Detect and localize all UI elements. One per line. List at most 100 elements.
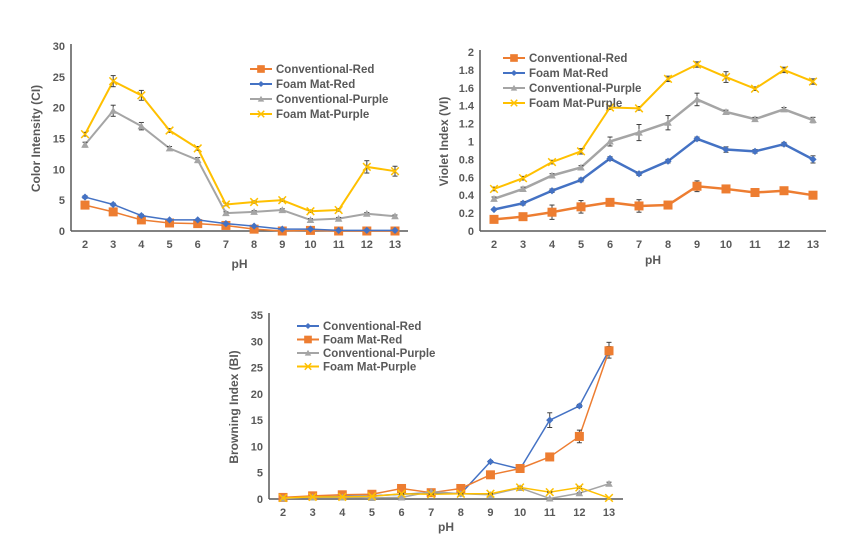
legend-item: Foam Mat-Red [503, 68, 608, 80]
legend-label: Conventional-Purple [529, 83, 641, 95]
data-point [81, 140, 89, 148]
x-tick-label: 7 [223, 239, 229, 251]
data-point [546, 416, 554, 424]
data-point [456, 489, 466, 499]
data-point [606, 154, 614, 163]
data-point [722, 145, 730, 154]
data-point [519, 185, 527, 192]
series-foam-mat-purple [278, 483, 614, 503]
data-point [635, 128, 643, 136]
legend-marker [304, 335, 312, 344]
data-point [108, 76, 118, 86]
data-point [222, 220, 230, 228]
data-point [391, 212, 399, 220]
data-point [663, 200, 673, 210]
data-point [605, 103, 615, 112]
x-tick-label: 4 [339, 507, 346, 519]
y-tick-label: 15 [251, 415, 263, 427]
x-tick-label: 5 [578, 239, 584, 251]
data-point [721, 72, 731, 82]
data-point [306, 206, 315, 216]
x-tick-label: 8 [458, 507, 464, 519]
x-tick-label: 2 [280, 507, 286, 519]
x-tick-label: 10 [304, 239, 316, 251]
y-tick-label: 25 [251, 363, 263, 375]
legend-item: Conventional-Purple [503, 83, 641, 95]
data-point [80, 200, 90, 210]
legend-label: Conventional-Red [323, 321, 421, 333]
legend-label: Conventional-Purple [276, 94, 388, 106]
legend-item: Foam Mat-Purple [250, 109, 369, 121]
data-point [635, 170, 643, 178]
data-point [221, 200, 231, 209]
y-tick-label: 2 [468, 47, 474, 59]
x-tick-label: 5 [166, 239, 172, 251]
data-point [81, 193, 89, 201]
legend: Conventional-Red Foam Mat-Red Conventional… [503, 53, 641, 110]
data-point [490, 205, 498, 214]
series-foam-mat-red [490, 135, 817, 214]
legend-item: Foam Mat-Red [297, 335, 402, 347]
data-point [426, 489, 436, 499]
y-axis-title: Color Intensity (CI) [29, 85, 43, 192]
data-point [397, 483, 407, 493]
y-axis-title: Violet Index (VI) [437, 97, 451, 187]
data-point [490, 194, 498, 202]
data-point [809, 116, 817, 124]
data-point [515, 464, 525, 474]
data-point [577, 176, 585, 184]
data-point [278, 225, 286, 233]
data-point [486, 489, 495, 499]
y-tick-label: 20 [53, 103, 65, 115]
legend-marker [510, 69, 518, 77]
legend-marker [510, 99, 518, 107]
data-point [306, 225, 315, 233]
data-point [334, 205, 343, 215]
x-tick-label: 4 [138, 239, 145, 251]
data-point [809, 155, 817, 163]
data-point [334, 214, 343, 222]
series-conventional-purple [490, 92, 817, 202]
series-line [493, 63, 814, 190]
x-tick-label: 5 [369, 507, 375, 519]
data-point [515, 483, 525, 492]
x-tick-label: 3 [520, 239, 526, 251]
series-foam-mat-purple [489, 60, 818, 194]
data-point [545, 494, 554, 502]
y-tick-label: 1.8 [459, 65, 474, 77]
data-point [808, 190, 818, 200]
legend: Conventional-Red Foam Mat-Red Conventional… [250, 64, 388, 121]
y-tick-label: 0 [257, 494, 263, 506]
chart-browning-index: 0 5 10 15 20 25 30 35 2 3 4 5 6 7 8 9 10 11 12 13 pH Browning… [227, 310, 623, 534]
data-point [108, 207, 118, 217]
data-point [397, 489, 406, 499]
legend-marker [510, 84, 518, 91]
data-point [194, 216, 202, 224]
data-point [751, 115, 759, 123]
x-tick-label: 6 [607, 239, 613, 251]
data-point [193, 156, 202, 164]
x-tick-label: 11 [749, 239, 761, 251]
data-point [605, 197, 615, 207]
x-tick-label: 12 [778, 239, 790, 251]
x-tick-label: 11 [333, 239, 345, 251]
legend-label: Conventional-Red [276, 64, 374, 76]
y-tick-label: 0.4 [459, 190, 475, 202]
legend-label: Conventional-Purple [323, 348, 435, 360]
data-point [250, 208, 258, 215]
y-tick-label: 1.6 [459, 83, 474, 95]
y-tick-label: 0.6 [459, 172, 474, 184]
data-point [109, 106, 117, 114]
data-point [485, 470, 495, 480]
legend-label: Foam Mat-Red [529, 68, 608, 80]
legend-item: Conventional-Red [250, 64, 374, 76]
data-point [519, 199, 527, 207]
data-point [193, 144, 203, 153]
x-tick-label: 10 [514, 507, 526, 519]
data-point [722, 108, 730, 116]
data-point [308, 492, 317, 502]
series-line [84, 196, 395, 232]
data-point [750, 84, 760, 94]
x-tick-label: 9 [487, 507, 493, 519]
